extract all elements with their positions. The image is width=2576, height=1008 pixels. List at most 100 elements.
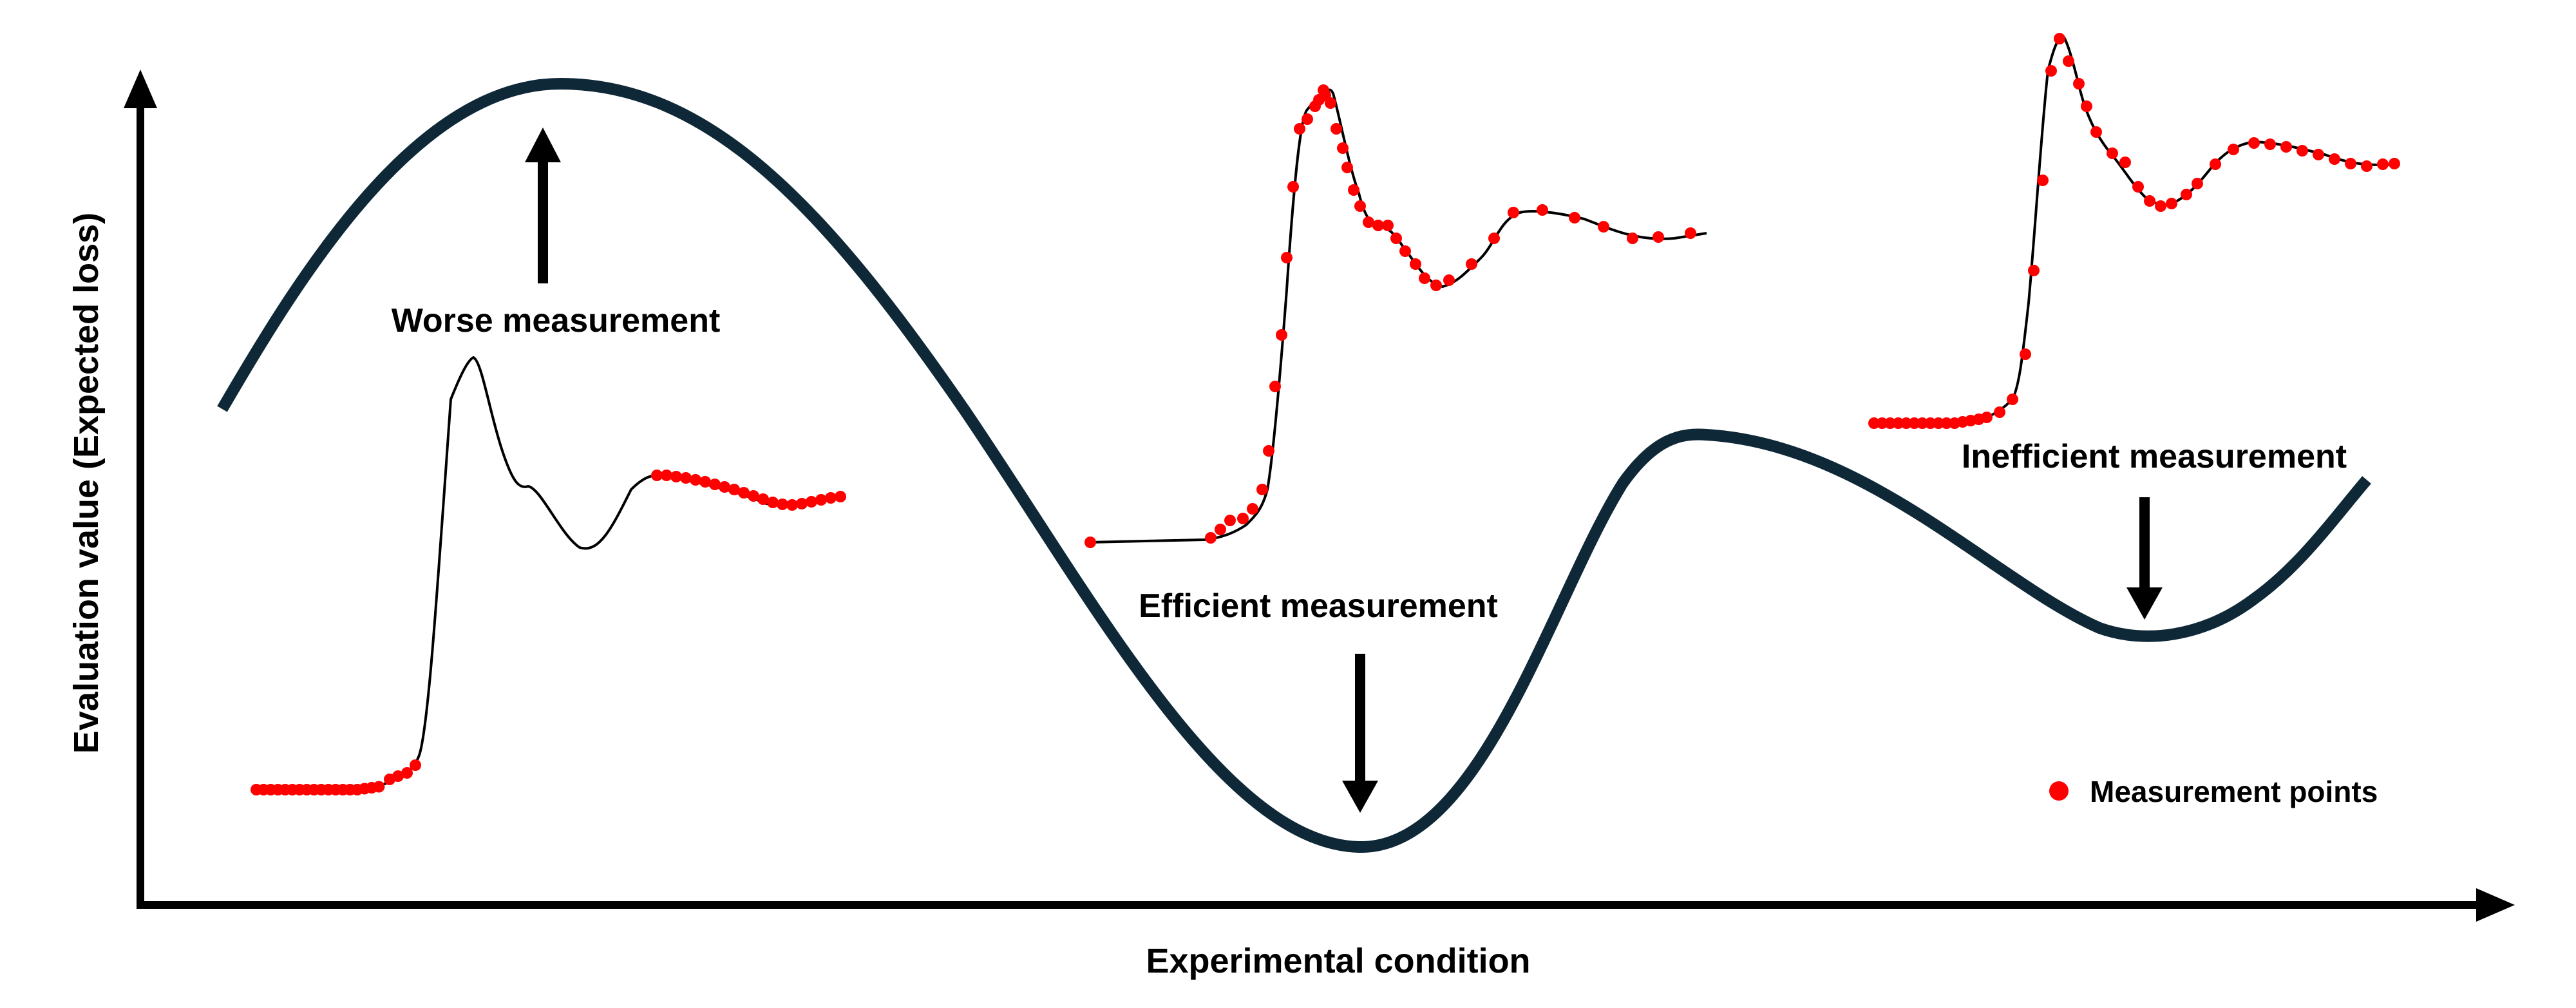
measurement-point (2037, 175, 2049, 186)
measurement-point (719, 481, 730, 493)
measurement-point (1237, 513, 1249, 524)
measurement-point (1363, 216, 1374, 228)
measurement-point (1256, 484, 1268, 495)
measurement-point (1399, 245, 1411, 257)
measurement-point (2144, 195, 2155, 207)
measurement-point (2155, 200, 2166, 212)
measurement-point (2045, 65, 2057, 77)
measurement-point (2192, 178, 2203, 189)
measurement-point (1215, 524, 1226, 535)
measurement-point (1382, 220, 1394, 231)
measurement-point (1981, 412, 1993, 423)
measurement-point (670, 471, 682, 482)
pointer-arrows (525, 128, 2163, 813)
measurement-point (2248, 137, 2260, 149)
x-axis-arrowhead (2476, 888, 2515, 922)
measurement-point (1390, 233, 1402, 244)
measurement-point (1287, 181, 1299, 193)
x-axis-label: Experimental condition (1146, 942, 1530, 980)
efficient-spectrum-line (1088, 88, 1707, 544)
measurement-point (1508, 207, 1519, 218)
measurement-point (2132, 181, 2144, 193)
measurement-point (1940, 417, 1953, 429)
measurement-point (1276, 329, 1287, 341)
measurement-point (1994, 406, 2005, 418)
measurement-point (680, 472, 692, 484)
measurement-point (2119, 157, 2131, 168)
measurement-point (2280, 141, 2292, 153)
measurement-point (2063, 55, 2074, 67)
measurement-point (1348, 184, 1359, 196)
measurement-point (796, 498, 808, 509)
measurement-point (1341, 162, 1353, 173)
measurement-point (2081, 100, 2092, 112)
measurement-point (1205, 532, 1217, 544)
measurement-point (709, 479, 721, 490)
measurement-point (1410, 258, 1421, 270)
measurement-point (1337, 142, 1349, 154)
measurement-point (2028, 265, 2040, 276)
measurement-point (1084, 537, 1096, 548)
measurement-point (2020, 348, 2031, 360)
measurement-point (1263, 445, 1274, 457)
measurement-point (2345, 158, 2356, 169)
measurement-point (1488, 233, 1500, 244)
measurement-point (1537, 204, 1548, 216)
measurement-point (1598, 221, 1609, 233)
measurement-point (1419, 272, 1430, 284)
measurement-point (2166, 198, 2177, 209)
measurement-point (401, 767, 413, 779)
measurement-point (1653, 231, 1664, 243)
measurement-point (392, 770, 404, 782)
measurement-point (1933, 417, 1944, 429)
measurement-point (410, 759, 421, 771)
measurement-point (777, 499, 788, 510)
measurement-point (1917, 417, 1928, 429)
measurement-point (1908, 417, 1920, 429)
worse-spectrum-line (254, 356, 844, 791)
measurement-point (2007, 394, 2018, 405)
worse-up-arrowhead (525, 128, 561, 162)
measurement-point (373, 781, 385, 793)
measurement-point (1281, 252, 1293, 263)
inefficient-down-arrowhead (2126, 587, 2163, 620)
measurement-point (2264, 138, 2276, 150)
loss-curve (217, 77, 2371, 853)
measurement-point (1876, 417, 1888, 429)
measurement-point (1924, 417, 1937, 429)
measurement-point (1302, 113, 1313, 125)
efficient-down-arrowhead (1342, 781, 1378, 813)
measurement-point (2090, 126, 2102, 138)
y-axis-label: Evaluation value (Expected loss) (67, 213, 106, 754)
measurement-point (1325, 97, 1336, 109)
measurement-point (1430, 280, 1442, 291)
measurement-point (1569, 212, 1580, 223)
measurement-point (738, 487, 750, 499)
measurement-point (1247, 503, 1258, 515)
measurement-point (2329, 153, 2340, 165)
measurement-point (2054, 33, 2065, 44)
measurement-point (728, 484, 740, 495)
measurement-point (1685, 227, 1696, 239)
measurement-points (251, 33, 2400, 795)
measurement-point (2377, 158, 2389, 170)
inefficient-spectrum-line (1870, 35, 2396, 424)
efficient-measurement-label: Efficient measurement (1139, 587, 1498, 625)
inefficient-measurement-label: Inefficient measurement (1962, 438, 2347, 475)
measurement-point (2361, 160, 2372, 172)
legend: Measurement points (2049, 775, 2378, 808)
measurement-point (1224, 515, 1236, 526)
measurement-point (786, 499, 798, 511)
measurement-point (1900, 417, 1912, 429)
measurement-point (2073, 78, 2085, 90)
measurement-point (1354, 200, 1366, 212)
measurement-point (1466, 258, 1477, 270)
measurement-point (1627, 233, 1638, 244)
measurement-point (2389, 158, 2400, 169)
measurement-point (699, 476, 711, 488)
measurement-point (1892, 417, 1904, 429)
worse-measurement-label: Worse measurement (392, 302, 721, 339)
spectra (254, 35, 2396, 791)
measurement-point (2107, 147, 2118, 159)
measurement-point (1269, 381, 1281, 392)
